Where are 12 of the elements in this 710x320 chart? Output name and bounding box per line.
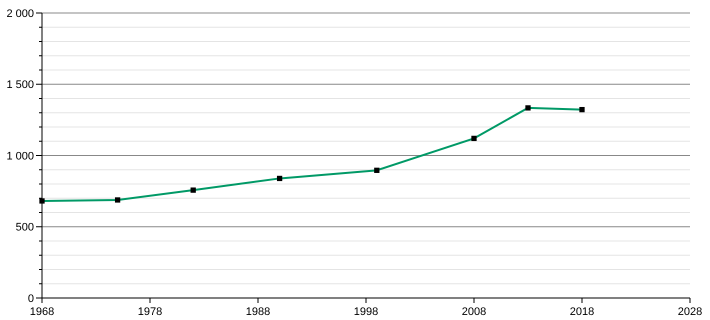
x-tick-label: 1968 <box>30 306 54 318</box>
y-tick-label: 1 500 <box>6 79 34 92</box>
y-tick-label: 0 <box>28 292 34 305</box>
x-tick-label: 1998 <box>354 306 378 318</box>
x-tick-label: 1988 <box>246 306 270 318</box>
y-tick-label: 1 000 <box>6 150 34 162</box>
x-tick-label: 2008 <box>462 306 486 318</box>
y-tick-label: 2 000 <box>6 8 34 20</box>
x-tick-label: 2028 <box>678 306 702 318</box>
y-tick-label: 500 <box>16 222 34 234</box>
x-tick-label: 1978 <box>138 306 162 318</box>
x-tick-label: 2018 <box>570 306 594 318</box>
